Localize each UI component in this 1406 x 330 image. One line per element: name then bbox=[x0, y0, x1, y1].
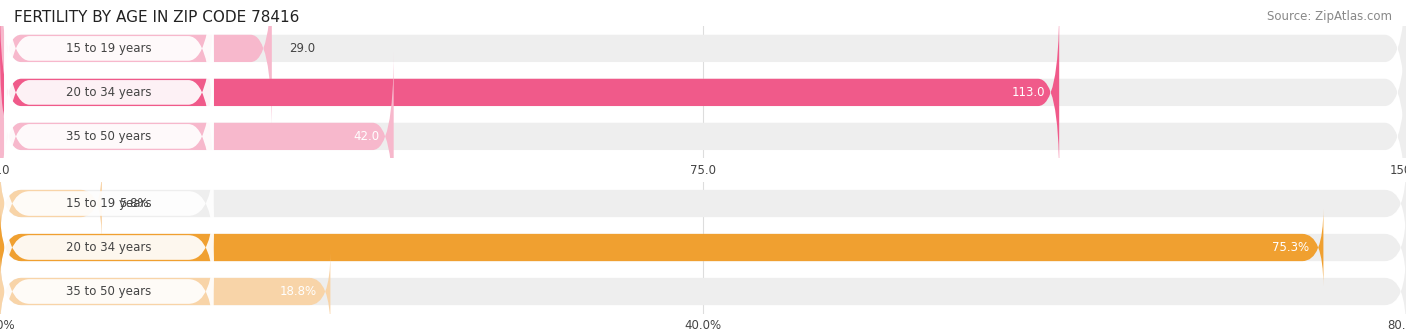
Text: FERTILITY BY AGE IN ZIP CODE 78416: FERTILITY BY AGE IN ZIP CODE 78416 bbox=[14, 10, 299, 25]
FancyBboxPatch shape bbox=[0, 208, 1323, 287]
Text: 75.3%: 75.3% bbox=[1272, 241, 1309, 254]
Text: Source: ZipAtlas.com: Source: ZipAtlas.com bbox=[1267, 10, 1392, 23]
FancyBboxPatch shape bbox=[4, 0, 214, 199]
Text: 29.0: 29.0 bbox=[288, 42, 315, 55]
FancyBboxPatch shape bbox=[4, 0, 214, 155]
FancyBboxPatch shape bbox=[0, 164, 1406, 243]
FancyBboxPatch shape bbox=[0, 252, 330, 330]
Text: 15 to 19 years: 15 to 19 years bbox=[66, 197, 152, 210]
FancyBboxPatch shape bbox=[0, 252, 1406, 330]
Text: 5.8%: 5.8% bbox=[118, 197, 149, 210]
FancyBboxPatch shape bbox=[0, 51, 394, 222]
FancyBboxPatch shape bbox=[4, 241, 214, 330]
FancyBboxPatch shape bbox=[0, 0, 271, 134]
Text: 35 to 50 years: 35 to 50 years bbox=[66, 285, 152, 298]
FancyBboxPatch shape bbox=[0, 7, 1059, 178]
Text: 18.8%: 18.8% bbox=[280, 285, 316, 298]
FancyBboxPatch shape bbox=[4, 196, 214, 299]
Text: 15 to 19 years: 15 to 19 years bbox=[66, 42, 152, 55]
Text: 42.0: 42.0 bbox=[353, 130, 380, 143]
Text: 35 to 50 years: 35 to 50 years bbox=[66, 130, 152, 143]
FancyBboxPatch shape bbox=[0, 208, 1406, 287]
FancyBboxPatch shape bbox=[0, 0, 1406, 134]
Text: 20 to 34 years: 20 to 34 years bbox=[66, 86, 152, 99]
FancyBboxPatch shape bbox=[0, 164, 101, 243]
FancyBboxPatch shape bbox=[0, 51, 1406, 222]
Text: 113.0: 113.0 bbox=[1012, 86, 1045, 99]
FancyBboxPatch shape bbox=[4, 30, 214, 243]
FancyBboxPatch shape bbox=[0, 7, 1406, 178]
Text: 20 to 34 years: 20 to 34 years bbox=[66, 241, 152, 254]
FancyBboxPatch shape bbox=[4, 152, 214, 254]
